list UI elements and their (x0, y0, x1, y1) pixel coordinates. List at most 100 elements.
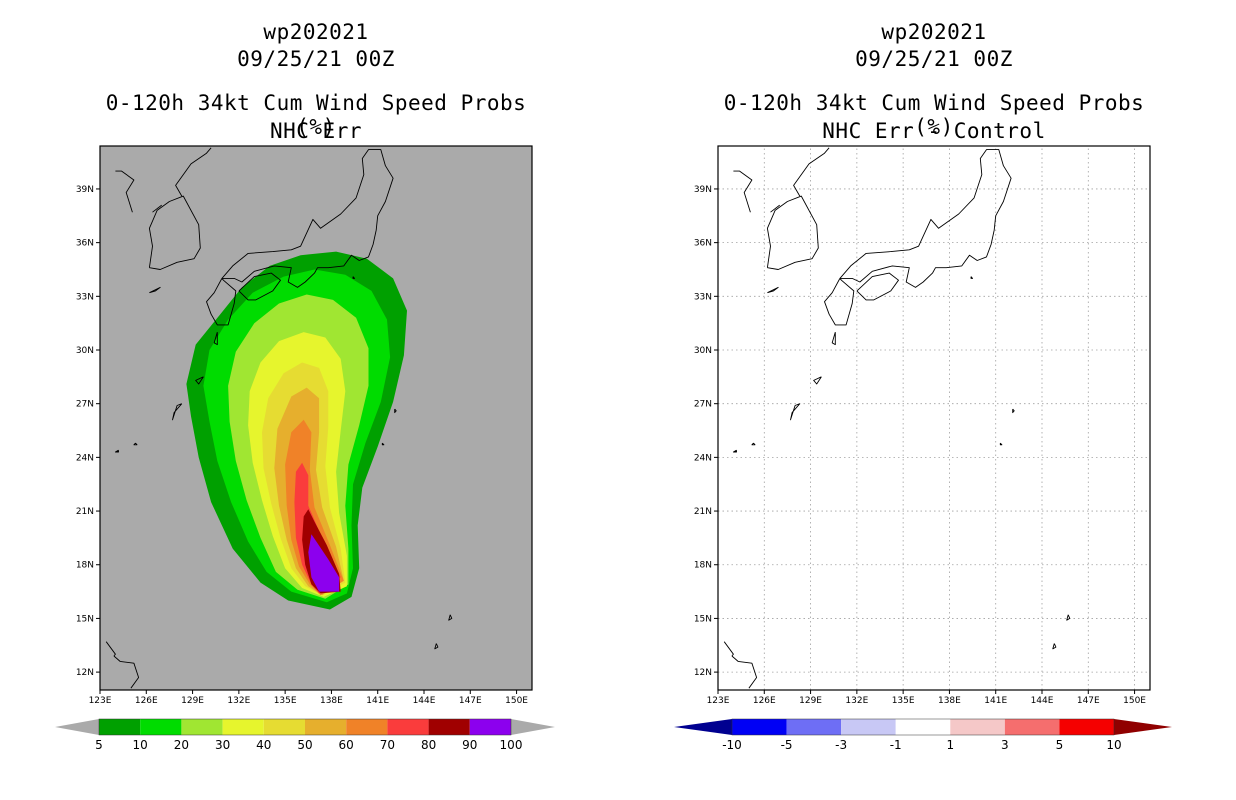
coastline-segment (831, 331, 836, 346)
coastline-segment (1012, 408, 1015, 414)
coastline-segment (767, 286, 779, 294)
y-tick-label: 18N (694, 561, 712, 571)
y-tick-label: 21N (694, 507, 712, 517)
coastline-segment (113, 655, 140, 689)
x-tick-label: 147E (1077, 696, 1100, 706)
colorbar-extend-high (1114, 719, 1172, 735)
coastline-segment (448, 614, 453, 621)
left-coastlines (105, 147, 453, 689)
colorbar-label: 5 (95, 738, 103, 752)
right-title-subtitle: NHC Err - Control (822, 119, 1046, 143)
colorbar-swatch (895, 719, 951, 735)
x-tick-label: 135E (274, 696, 297, 706)
y-tick-label: 12N (76, 668, 94, 678)
y-tick-label: 36N (76, 239, 94, 249)
coastline-segment (115, 170, 135, 213)
y-tick-label: 27N (76, 400, 94, 410)
coastline-segment (238, 272, 281, 301)
colorbar-swatch (428, 719, 470, 735)
x-tick-label: 135E (892, 696, 915, 706)
colorbar-outline (98, 718, 512, 736)
colorbar-swatch (99, 719, 141, 735)
colorbar-extend-low (674, 719, 732, 735)
colorbar-swatch (1004, 719, 1060, 735)
y-tick-label: 30N (694, 346, 712, 356)
x-tick-label: 150E (1123, 696, 1146, 706)
left-title-product: 0-120h 34kt Cum Wind Speed Probs (%) (105, 91, 527, 139)
coastline-segment (394, 408, 397, 414)
colorbar-swatch (732, 719, 787, 735)
right-map-background (718, 146, 1150, 690)
x-tick-label: 126E (135, 696, 158, 706)
x-tick-label: 132E (845, 696, 868, 706)
x-tick-label: 150E (505, 696, 528, 706)
coastline-segment (221, 149, 394, 288)
right-title-storm-id: wp202021 (881, 20, 987, 44)
right-title-product: 0-120h 34kt Cum Wind Speed Probs (%) (723, 91, 1145, 139)
coastline-segment (172, 403, 183, 421)
colorbar-swatch (222, 719, 264, 735)
x-tick-label: 141E (366, 696, 389, 706)
y-tick-label: 30N (76, 346, 94, 356)
right-colorbar: -10 -5 -3 -1 1 3 5 10 (674, 718, 1172, 752)
left-title-subtitle: NHC Err (269, 119, 362, 143)
y-tick-label: 36N (694, 239, 712, 249)
colorbar-swatch (1059, 719, 1114, 735)
colorbar-swatch (841, 719, 896, 735)
colorbar-extend-low (55, 719, 99, 735)
colorbar-label: 80 (421, 738, 436, 752)
colorbar-label: -1 (890, 738, 902, 752)
x-tick-label: 141E (984, 696, 1007, 706)
colorbar-label: 10 (1106, 738, 1121, 752)
colorbar-label: 70 (380, 738, 395, 752)
x-tick-label: 126E (753, 696, 776, 706)
right-title-date: 09/25/21 00Z (855, 47, 1013, 71)
colorbar-label: 30 (215, 738, 230, 752)
x-tick-label: 144E (1031, 696, 1054, 706)
colorbar-outline (731, 718, 1115, 736)
coastline-segment (1066, 614, 1071, 621)
x-tick-label: 138E (938, 696, 961, 706)
coastline-segment (793, 147, 830, 197)
y-tick-label: 33N (76, 292, 94, 302)
colorbar-label: 40 (256, 738, 271, 752)
coastline-segment (105, 641, 116, 657)
coastline-segment (751, 442, 756, 446)
coastline-segment (133, 442, 138, 446)
colorbar-swatch (346, 719, 388, 735)
contour-90-percent (308, 534, 340, 592)
coastline-segment (856, 272, 899, 301)
colorbar-label: 60 (339, 738, 354, 752)
coastline-segment (766, 195, 819, 270)
coastline-segment (114, 449, 119, 453)
coastline-segment (213, 331, 218, 346)
right-coastlines (723, 147, 1071, 689)
y-tick-label: 39N (76, 185, 94, 195)
coastline-segment (175, 147, 212, 197)
coastline-segment (970, 276, 974, 279)
colorbar-label: 50 (297, 738, 312, 752)
colorbar-label: 100 (500, 738, 523, 752)
y-tick-label: 18N (76, 561, 94, 571)
x-tick-label: 123E (89, 696, 112, 706)
colorbar-label: -3 (835, 738, 847, 752)
right-gridlines (718, 146, 1150, 690)
left-colorbar: 5 10 20 30 40 50 60 70 80 90 100 (55, 718, 555, 752)
colorbar-swatch (786, 719, 842, 735)
x-tick-label: 144E (413, 696, 436, 706)
y-tick-label: 21N (76, 507, 94, 517)
coastline-segment (770, 204, 780, 213)
colorbar-swatch (263, 719, 305, 735)
colorbar-swatch (181, 719, 223, 735)
left-title-storm-id: wp202021 (263, 20, 369, 44)
colorbar-label: 5 (1056, 738, 1064, 752)
coastline-segment (434, 643, 439, 650)
colorbar-swatch (387, 719, 429, 735)
y-tick-label: 27N (694, 400, 712, 410)
coastline-segment (790, 403, 801, 421)
colorbar-swatch (950, 719, 1005, 735)
left-axes: 123E 126E 129E 132E 135E 138E 141E 144E 147E 150E… (76, 185, 528, 706)
coastline-segment (839, 149, 1012, 288)
x-tick-label: 147E (459, 696, 482, 706)
y-tick-label: 39N (694, 185, 712, 195)
